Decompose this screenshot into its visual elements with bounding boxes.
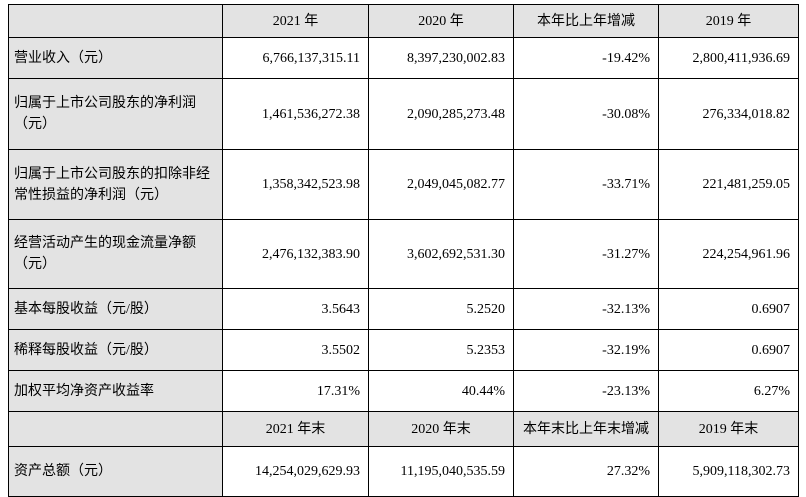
value-2019: 0.6907 [658, 288, 799, 330]
table-row-diluted-eps: 稀释每股收益（元/股） 3.5502 5.2353 -32.19% 0.6907 [8, 329, 799, 371]
value-2021: 17.31% [222, 370, 369, 412]
value-2021: 14,254,029,629.93 [222, 446, 369, 497]
value-2021: 1,358,342,523.98 [222, 149, 369, 220]
row-label: 加权平均净资产收益率 [8, 370, 223, 412]
value-2020: 3,602,692,531.30 [368, 219, 514, 289]
row-label: 营业收入（元） [8, 37, 223, 79]
table-row-total-assets: 资产总额（元） 14,254,029,629.93 11,195,040,535… [8, 446, 799, 497]
header-empty-cell [8, 4, 223, 38]
col-header-2020-end: 2020 年末 [368, 411, 514, 447]
value-2021: 3.5502 [222, 329, 369, 371]
table-row-basic-eps: 基本每股收益（元/股） 3.5643 5.2520 -32.13% 0.6907 [8, 288, 799, 330]
col-header-2019: 2019 年 [658, 4, 799, 38]
period-header-row: 2021 年 2020 年 本年比上年增减 2019 年 [8, 4, 799, 38]
value-2019: 221,481,259.05 [658, 149, 799, 220]
col-header-yoy-change: 本年比上年增减 [513, 4, 659, 38]
value-2021: 3.5643 [222, 288, 369, 330]
value-2019: 224,254,961.96 [658, 219, 799, 289]
header-empty-cell [8, 411, 223, 447]
value-change: -19.42% [513, 37, 659, 79]
col-header-2020: 2020 年 [368, 4, 514, 38]
value-change: -33.71% [513, 149, 659, 220]
col-header-2021: 2021 年 [222, 4, 369, 38]
value-2020: 5.2520 [368, 288, 514, 330]
value-2020: 5.2353 [368, 329, 514, 371]
col-header-2019-end: 2019 年末 [658, 411, 799, 447]
value-2019: 2,800,411,936.69 [658, 37, 799, 79]
value-2020: 11,195,040,535.59 [368, 446, 514, 497]
value-change: -30.08% [513, 78, 659, 150]
value-2019: 0.6907 [658, 329, 799, 371]
period-end-header-row: 2021 年末 2020 年末 本年末比上年末增减 2019 年末 [8, 411, 799, 447]
financial-summary-table: 2021 年 2020 年 本年比上年增减 2019 年 营业收入（元） 6,7… [8, 4, 799, 497]
table-row-net-profit: 归属于上市公司股东的净利润（元） 1,461,536,272.38 2,090,… [8, 78, 799, 150]
table-row-revenue: 营业收入（元） 6,766,137,315.11 8,397,230,002.8… [8, 37, 799, 79]
value-change: -31.27% [513, 219, 659, 289]
row-label: 经营活动产生的现金流量净额（元） [8, 219, 223, 289]
value-2019: 5,909,118,302.73 [658, 446, 799, 497]
value-2020: 40.44% [368, 370, 514, 412]
value-2019: 276,334,018.82 [658, 78, 799, 150]
col-header-2021-end: 2021 年末 [222, 411, 369, 447]
row-label: 基本每股收益（元/股） [8, 288, 223, 330]
value-change: -23.13% [513, 370, 659, 412]
table-row-net-profit-excl-nonrecurring: 归属于上市公司股东的扣除非经常性损益的净利润（元） 1,358,342,523.… [8, 149, 799, 220]
value-2020: 2,090,285,273.48 [368, 78, 514, 150]
table-row-weighted-avg-roe: 加权平均净资产收益率 17.31% 40.44% -23.13% 6.27% [8, 370, 799, 412]
value-change: -32.13% [513, 288, 659, 330]
row-label: 资产总额（元） [8, 446, 223, 497]
row-label: 归属于上市公司股东的净利润（元） [8, 78, 223, 150]
value-2020: 8,397,230,002.83 [368, 37, 514, 79]
value-2021: 1,461,536,272.38 [222, 78, 369, 150]
table-row-operating-cash-flow: 经营活动产生的现金流量净额（元） 2,476,132,383.90 3,602,… [8, 219, 799, 289]
value-2021: 2,476,132,383.90 [222, 219, 369, 289]
value-2019: 6.27% [658, 370, 799, 412]
value-change: 27.32% [513, 446, 659, 497]
col-header-yoy-end-change: 本年末比上年末增减 [513, 411, 659, 447]
value-2021: 6,766,137,315.11 [222, 37, 369, 79]
row-label: 归属于上市公司股东的扣除非经常性损益的净利润（元） [8, 149, 223, 220]
row-label: 稀释每股收益（元/股） [8, 329, 223, 371]
value-2020: 2,049,045,082.77 [368, 149, 514, 220]
value-change: -32.19% [513, 329, 659, 371]
